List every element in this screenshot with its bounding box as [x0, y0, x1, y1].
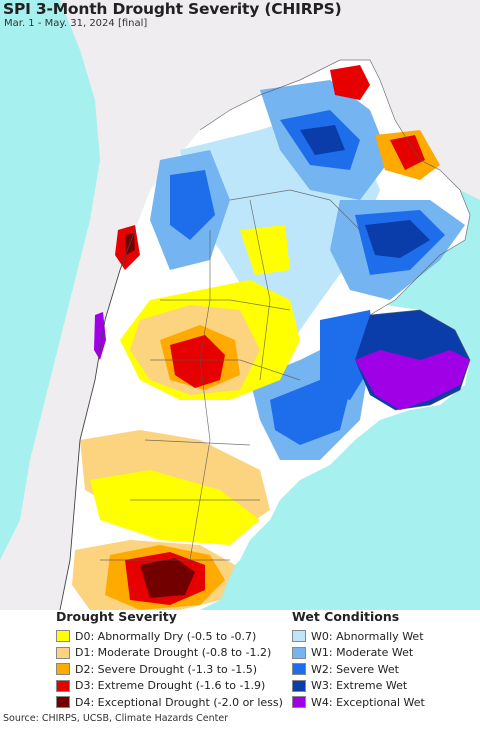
andes-border: [59, 229, 136, 610]
legend-item-d1: D1: Moderate Drought (-0.8 to -1.2): [56, 645, 283, 662]
w4-swatch: [292, 696, 306, 709]
d4-swatch: [56, 696, 70, 709]
drought-d0-south: [90, 470, 260, 545]
drought-d4-south: [140, 558, 195, 598]
wet-w2-uruguay-west: [320, 310, 375, 400]
wet-legend: Wet Conditions W0: Abnormally Wet W1: Mo…: [292, 609, 425, 711]
legend-item-d4: D4: Exceptional Drought (-2.0 or less): [56, 694, 283, 711]
legend-item-w1: W1: Moderate Wet: [292, 645, 425, 662]
w3-label: W3: Extreme Wet: [311, 679, 408, 693]
d0-swatch: [56, 630, 70, 643]
w1-label: W1: Moderate Wet: [311, 646, 414, 660]
d0-label: D0: Abnormally Dry (-0.5 to -0.7): [75, 629, 257, 643]
wet-w3-east: [365, 220, 430, 258]
wet-w4-uruguay: [355, 350, 470, 410]
wet-w3-north: [300, 125, 345, 155]
legend-item-d0: D0: Abnormally Dry (-0.5 to -0.7): [56, 628, 283, 645]
outside-land: [0, 0, 480, 610]
drought-d3-brazil: [390, 135, 425, 170]
legend-item-w0: W0: Abnormally Wet: [292, 628, 425, 645]
d2-swatch: [56, 663, 70, 676]
w0-swatch: [292, 630, 306, 643]
w2-swatch: [292, 663, 306, 676]
wet-w4-chile-coast: [94, 312, 106, 360]
w3-swatch: [292, 679, 306, 692]
drought-d3-paraguay-ne: [330, 65, 370, 100]
boundaries: [100, 59, 471, 561]
drought-legend-heading: Drought Severity: [56, 609, 177, 624]
wet-w2-south: [270, 380, 350, 445]
w4-label: W4: Exceptional Wet: [311, 695, 425, 709]
drought-d0-east: [240, 225, 290, 275]
drought-map: [0, 0, 480, 610]
legend-item-d3: D3: Extreme Drought (-1.6 to -1.9): [56, 678, 283, 695]
d3-label: D3: Extreme Drought (-1.6 to -1.9): [75, 679, 266, 693]
d4-label: D4: Exceptional Drought (-2.0 or less): [75, 695, 283, 709]
legend-item-w2: W2: Severe Wet: [292, 661, 425, 678]
map-subtitle: Mar. 1 - May. 31, 2024 [final]: [4, 18, 148, 29]
drought-legend: Drought Severity D0: Abnormally Dry (-0.…: [56, 609, 283, 711]
w0-label: W0: Abnormally Wet: [311, 629, 424, 643]
wet-w2-west: [170, 170, 215, 240]
wet-legend-heading: Wet Conditions: [292, 609, 400, 624]
legend-item-d2: D2: Severe Drought (-1.3 to -1.5): [56, 661, 283, 678]
d3-swatch: [56, 679, 70, 692]
legend-item-w3: W3: Extreme Wet: [292, 678, 425, 695]
w1-swatch: [292, 646, 306, 659]
w2-label: W2: Severe Wet: [311, 662, 399, 676]
legend-item-w4: W4: Exceptional Wet: [292, 694, 425, 711]
map-title: SPI 3-Month Drought Severity (CHIRPS): [3, 0, 342, 18]
d1-swatch: [56, 646, 70, 659]
source-credit: Source: CHIRPS, UCSB, Climate Hazards Ce…: [3, 713, 229, 724]
drought-d3-central: [170, 335, 225, 388]
d2-label: D2: Severe Drought (-1.3 to -1.5): [75, 662, 258, 676]
d1-label: D1: Moderate Drought (-0.8 to -1.2): [75, 646, 272, 660]
